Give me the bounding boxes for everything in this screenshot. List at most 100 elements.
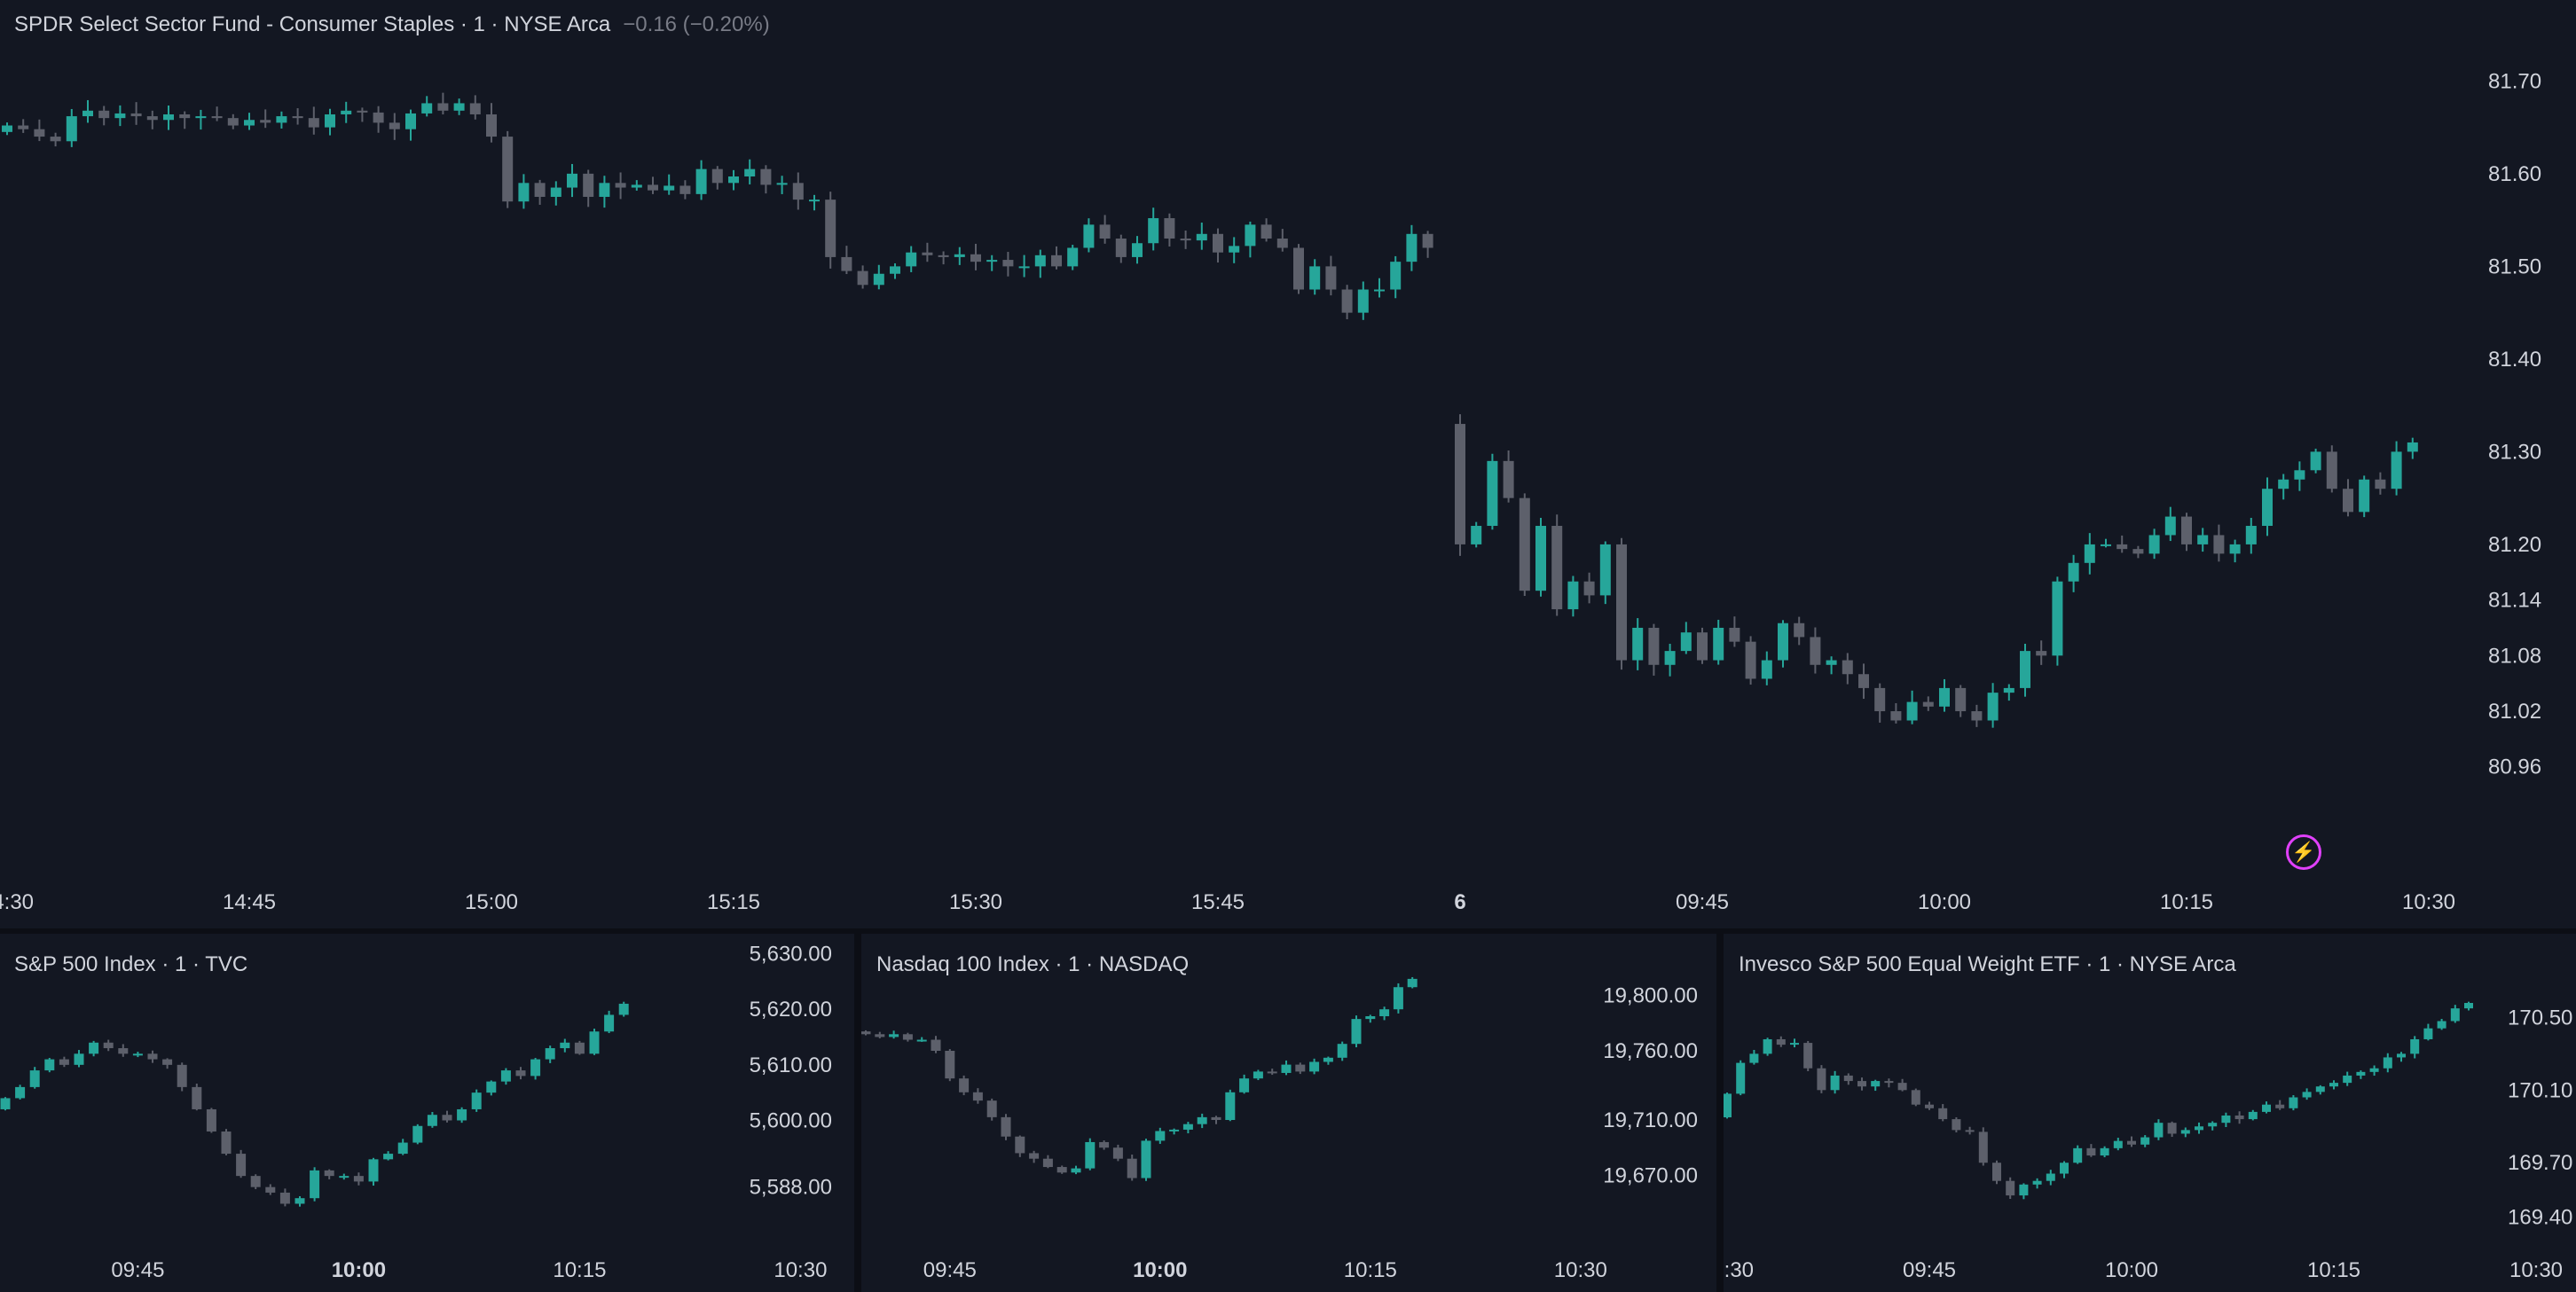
candle[interactable] (2410, 1036, 2420, 1059)
candle[interactable] (2046, 1170, 2055, 1186)
candle[interactable] (2391, 441, 2402, 496)
candle[interactable] (2315, 1084, 2325, 1095)
candle[interactable] (902, 1032, 913, 1042)
candle[interactable] (405, 109, 416, 141)
candle[interactable] (1763, 1038, 1772, 1056)
candles[interactable] (2, 92, 2418, 728)
candle[interactable] (760, 165, 772, 194)
candle[interactable] (1810, 627, 1821, 674)
candle[interactable] (18, 119, 29, 133)
candle[interactable] (2221, 1112, 2231, 1128)
candle[interactable] (2100, 1146, 2109, 1158)
candle[interactable] (2060, 1161, 2069, 1178)
candle[interactable] (421, 96, 433, 117)
candle[interactable] (1182, 1122, 1193, 1134)
main-symbol-title[interactable]: SPDR Select Sector Fund - Consumer Stapl… (14, 12, 611, 36)
candle[interactable] (1830, 1070, 1840, 1094)
candle[interactable] (1616, 537, 1627, 670)
candle[interactable] (1245, 221, 1256, 258)
candle[interactable] (574, 1040, 585, 1055)
candle[interactable] (1987, 683, 1999, 728)
candle[interactable] (442, 1110, 452, 1123)
candle[interactable] (2437, 1019, 2446, 1030)
candle[interactable] (339, 1173, 349, 1180)
candle[interactable] (1535, 517, 1546, 597)
candle[interactable] (1071, 1165, 1081, 1175)
candle[interactable] (1680, 622, 1692, 654)
candle[interactable] (1939, 678, 1950, 712)
candle[interactable] (825, 192, 836, 269)
candle[interactable] (2229, 539, 2241, 563)
candle[interactable] (1281, 1060, 1292, 1076)
candle[interactable] (1180, 230, 1191, 249)
candle[interactable] (2019, 1183, 2029, 1200)
candle[interactable] (945, 1049, 955, 1082)
candle[interactable] (2101, 538, 2111, 548)
candle[interactable] (2310, 448, 2321, 474)
candle[interactable] (589, 1029, 600, 1055)
candle[interactable] (177, 1062, 187, 1092)
candle[interactable] (1729, 616, 1740, 647)
candle[interactable] (986, 1098, 997, 1121)
candle[interactable] (15, 1084, 26, 1100)
candle[interactable] (1337, 1041, 1347, 1061)
candle[interactable] (679, 180, 691, 200)
candle[interactable] (2262, 477, 2273, 536)
candle[interactable] (308, 106, 319, 135)
candle[interactable] (1001, 1114, 1011, 1140)
candle[interactable] (1858, 663, 1869, 700)
candle[interactable] (265, 1184, 276, 1195)
candle[interactable] (583, 169, 594, 208)
candle[interactable] (1309, 259, 1321, 295)
candle[interactable] (1197, 1113, 1207, 1129)
candle[interactable] (2262, 1101, 2271, 1114)
candle[interactable] (2167, 1121, 2177, 1138)
candle[interactable] (1745, 636, 1756, 685)
candle[interactable] (59, 1056, 69, 1068)
candle[interactable] (1911, 1088, 1920, 1107)
candle[interactable] (1938, 1104, 1948, 1122)
candle[interactable] (1155, 1127, 1166, 1144)
candle[interactable] (130, 102, 142, 125)
candle[interactable] (809, 194, 820, 211)
candle[interactable] (1325, 255, 1337, 296)
candle[interactable] (530, 1058, 541, 1080)
candle[interactable] (2020, 644, 2030, 697)
main-candlestick-chart[interactable]: 81.70 81.60 81.50 81.40 81.30 81.20 81.14 81.08… (0, 0, 2576, 928)
candle[interactable] (1379, 1006, 1390, 1021)
candle[interactable] (34, 119, 45, 142)
candle[interactable] (954, 247, 965, 265)
candle[interactable] (397, 1139, 408, 1155)
candle[interactable] (324, 1169, 334, 1179)
candle[interactable] (2154, 1119, 2164, 1140)
candle[interactable] (1067, 245, 1079, 270)
candle[interactable] (857, 265, 868, 289)
candle[interactable] (1141, 1139, 1151, 1181)
candle[interactable] (518, 174, 530, 209)
candle[interactable] (412, 1124, 423, 1145)
lightning-bolt-icon[interactable]: ⚡ (2286, 834, 2321, 870)
candle[interactable] (1925, 1101, 1934, 1110)
candle[interactable] (776, 176, 788, 194)
candle[interactable] (1148, 208, 1159, 251)
candle[interactable] (1018, 254, 1030, 278)
candle[interactable] (1365, 1014, 1376, 1023)
y-axis-labels[interactable]: 171.00 170.50 170.10 169.70 169.40 (2508, 934, 2572, 1230)
candles[interactable] (1724, 1001, 2473, 1200)
candle[interactable] (310, 1167, 320, 1202)
candle[interactable] (82, 99, 93, 123)
candle[interactable] (1697, 627, 1708, 664)
candle[interactable] (2343, 479, 2353, 517)
candle[interactable] (206, 1108, 216, 1133)
candle[interactable] (1056, 1165, 1067, 1174)
candle[interactable] (1971, 704, 1983, 727)
candle[interactable] (1099, 1140, 1110, 1150)
candle[interactable] (29, 1067, 40, 1089)
candle[interactable] (1455, 414, 1465, 556)
candle[interactable] (295, 1195, 305, 1207)
candle[interactable] (1843, 1073, 1853, 1085)
candle[interactable] (373, 106, 384, 133)
candle[interactable] (1952, 1116, 1961, 1132)
candle[interactable] (2180, 1127, 2190, 1138)
candle[interactable] (2073, 1145, 2083, 1164)
